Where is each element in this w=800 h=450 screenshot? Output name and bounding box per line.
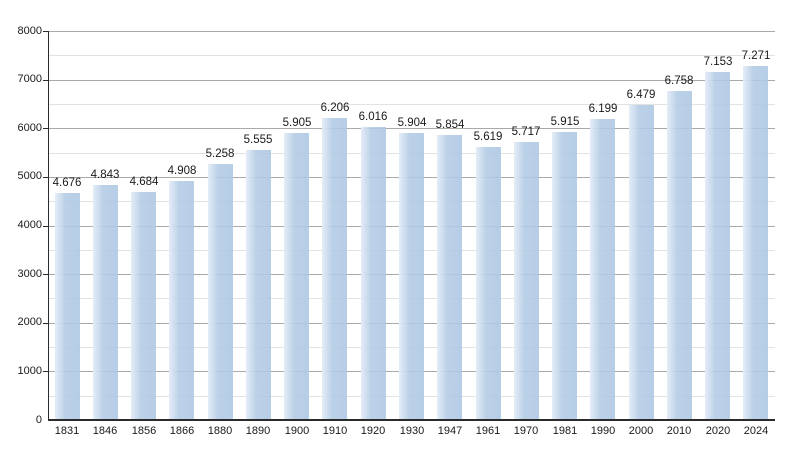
bar-value-label: 6.758 <box>664 75 694 87</box>
x-tick-label: 2000 <box>628 425 654 437</box>
y-tick-label: 4000 <box>17 219 42 231</box>
y-tick-label: 1000 <box>17 365 42 377</box>
major-gridline <box>48 128 775 129</box>
x-tick-label: 2024 <box>743 425 769 437</box>
bar-value-label: 7.271 <box>741 50 771 62</box>
minor-gridline <box>48 104 775 105</box>
y-axis-tick <box>43 323 48 324</box>
bar-value-label: 5.258 <box>205 148 235 160</box>
bar-value-label: 5.619 <box>473 131 503 143</box>
bar-1866 <box>169 181 194 420</box>
x-tick-label: 1990 <box>590 425 616 437</box>
major-gridline <box>48 80 775 81</box>
y-tick-label: 7000 <box>17 73 42 85</box>
bar-1930 <box>399 133 424 420</box>
y-axis-tick <box>43 31 48 32</box>
y-axis-tick <box>43 128 48 129</box>
bar-value-label: 5.905 <box>282 117 312 129</box>
x-tick-label: 1866 <box>169 425 195 437</box>
bar-value-label: 5.904 <box>397 117 427 129</box>
bar-value-label: 6.199 <box>588 103 618 115</box>
bar-value-label: 5.915 <box>550 116 580 128</box>
bar-1846 <box>93 185 118 420</box>
x-tick-label: 1900 <box>284 425 310 437</box>
bar-value-label: 6.206 <box>320 102 350 114</box>
bar-2000 <box>629 105 654 420</box>
bar-1910 <box>322 118 347 420</box>
x-tick-label: 2010 <box>666 425 692 437</box>
bar-1880 <box>208 164 233 420</box>
x-tick-label: 1910 <box>322 425 348 437</box>
bar-1831 <box>55 193 80 420</box>
bar-value-label: 5.854 <box>435 119 465 131</box>
y-axis-tick <box>43 80 48 81</box>
x-tick-label: 1831 <box>54 425 80 437</box>
bar-2020 <box>705 72 730 420</box>
y-tick-label: 5000 <box>17 170 42 182</box>
bar-1856 <box>131 192 156 420</box>
bar-1961 <box>476 147 501 420</box>
bar-1947 <box>437 135 462 420</box>
y-axis-line <box>48 31 49 420</box>
bar-value-label: 4.684 <box>129 176 159 188</box>
bar-1900 <box>284 133 309 420</box>
x-tick-label: 1961 <box>475 425 501 437</box>
bar-value-label: 6.016 <box>358 111 388 123</box>
bar-value-label: 5.555 <box>243 134 273 146</box>
minor-gridline <box>48 55 775 56</box>
bar-value-label: 4.843 <box>90 169 120 181</box>
bar-2010 <box>667 91 692 420</box>
y-axis-tick <box>43 274 48 275</box>
x-tick-label: 1930 <box>399 425 425 437</box>
bar-1981 <box>552 132 577 420</box>
x-tick-label: 2020 <box>705 425 731 437</box>
bar-value-label: 4.908 <box>167 165 197 177</box>
y-tick-label: 8000 <box>17 25 42 37</box>
y-tick-label: 6000 <box>17 122 42 134</box>
x-tick-label: 1880 <box>207 425 233 437</box>
x-tick-label: 1856 <box>131 425 157 437</box>
x-tick-label: 1846 <box>92 425 118 437</box>
x-axis-line <box>48 419 775 421</box>
bar-1920 <box>361 127 386 420</box>
x-tick-label: 1981 <box>552 425 578 437</box>
y-axis-tick <box>43 177 48 178</box>
y-tick-label: 0 <box>35 414 42 426</box>
y-axis-tick <box>43 371 48 372</box>
y-tick-label: 3000 <box>17 268 42 280</box>
bar-value-label: 5.717 <box>511 126 541 138</box>
bar-value-label: 7.153 <box>703 56 733 68</box>
bar-value-label: 4.676 <box>52 177 82 189</box>
bar-1990 <box>590 119 615 420</box>
x-tick-label: 1947 <box>437 425 463 437</box>
bar-value-label: 6.479 <box>626 89 656 101</box>
bar-1970 <box>514 142 539 420</box>
y-tick-label: 2000 <box>17 316 42 328</box>
x-tick-label: 1970 <box>513 425 539 437</box>
bar-2024 <box>743 66 768 420</box>
bar-1890 <box>246 150 271 420</box>
y-axis-tick <box>43 226 48 227</box>
major-gridline <box>48 31 775 32</box>
x-tick-label: 1920 <box>360 425 386 437</box>
x-tick-label: 1890 <box>245 425 271 437</box>
